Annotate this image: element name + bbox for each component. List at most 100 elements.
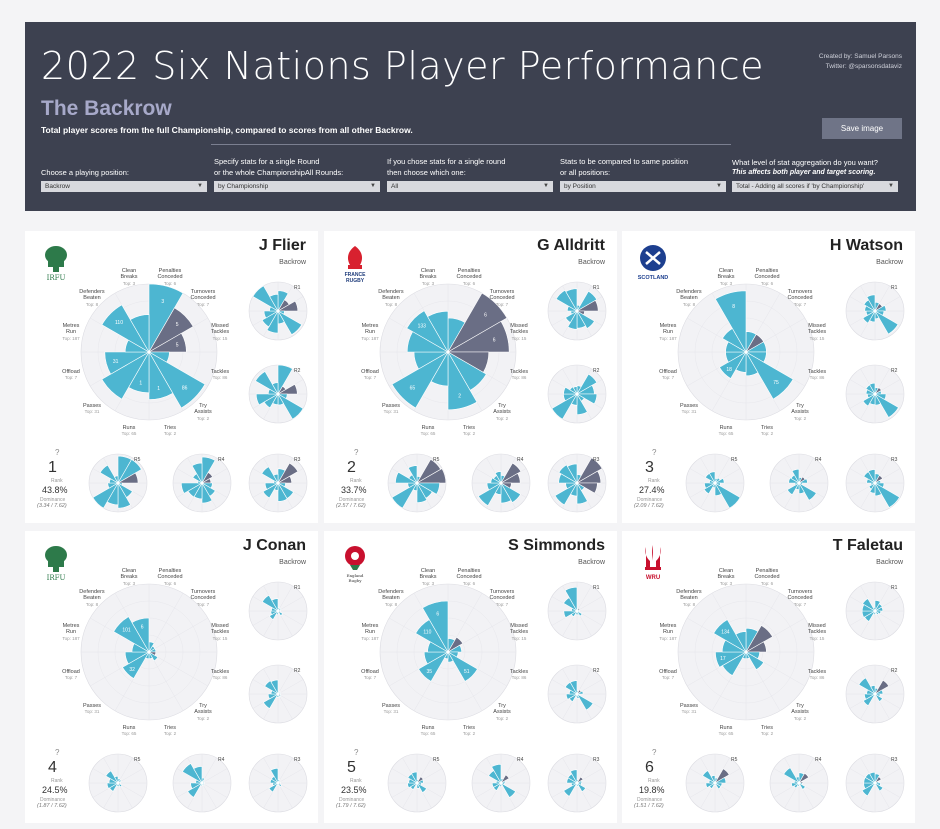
round-radial-chart-r4-wedge[interactable]: [181, 482, 204, 494]
help-icon[interactable]: ?: [652, 748, 657, 757]
round-radial-chart-r3-wedge[interactable]: [869, 771, 876, 785]
help-icon[interactable]: ?: [354, 448, 359, 457]
round-radial-chart-r2-wedge[interactable]: [575, 393, 598, 405]
round-radial-chart-r1-wedge[interactable]: [270, 610, 280, 615]
round-radial-chart-r1-wedge[interactable]: [872, 606, 876, 613]
round-radial-chart-r2-wedge[interactable]: [565, 693, 579, 700]
round-radial-chart-r2-wedge[interactable]: [569, 680, 578, 696]
main-radial-chart-wedge[interactable]: [744, 641, 767, 653]
round-radial-chart-r2-wedge[interactable]: [267, 693, 280, 700]
round-radial-chart-r5-wedge[interactable]: [416, 781, 421, 789]
round-radial-chart-r4-wedge[interactable]: [201, 471, 214, 484]
round-radial-chart-r5-wedge[interactable]: [117, 782, 123, 788]
round-radial-chart-r5-wedge[interactable]: [714, 768, 730, 784]
round-radial-chart-r5-wedge[interactable]: [713, 777, 727, 784]
main-radial-chart-wedge[interactable]: [745, 625, 773, 653]
round-radial-chart-r3-wedge[interactable]: [277, 481, 288, 502]
round-radial-chart-r1-wedge[interactable]: [565, 310, 578, 323]
round-radial-chart-r4-wedge[interactable]: [500, 462, 522, 484]
help-icon[interactable]: ?: [55, 748, 60, 757]
round-radial-chart-r2-wedge[interactable]: [874, 393, 899, 418]
round-radial-chart-r2-wedge[interactable]: [271, 382, 279, 396]
round-radial-chart-r3-wedge[interactable]: [262, 482, 279, 499]
round-radial-chart-r3-wedge[interactable]: [569, 769, 578, 785]
main-radial-chart-wedge[interactable]: [122, 651, 150, 679]
round-radial-chart-r4-wedge[interactable]: [798, 482, 817, 501]
main-radial-chart-wedge[interactable]: [147, 332, 187, 353]
round-radial-chart-r2-wedge[interactable]: [576, 693, 594, 711]
round-radial-chart-r4-wedge[interactable]: [500, 481, 512, 504]
help-icon[interactable]: ?: [55, 448, 60, 457]
main-radial-chart-wedge[interactable]: [745, 350, 759, 377]
round-radial-chart-r1-wedge[interactable]: [277, 610, 284, 617]
round-radial-chart-r2-wedge[interactable]: [569, 386, 578, 395]
round-radial-chart-r3-wedge[interactable]: [273, 473, 279, 485]
round-radial-chart-r4-wedge[interactable]: [201, 481, 213, 504]
round-radial-chart-r4-wedge[interactable]: [491, 782, 503, 788]
round-radial-chart-r2-wedge[interactable]: [576, 692, 580, 699]
round-radial-chart-r4-wedge[interactable]: [193, 766, 203, 785]
round-radial-chart-r2-wedge[interactable]: [874, 387, 882, 395]
round-radial-chart-r5-wedge[interactable]: [713, 477, 725, 484]
round-radial-chart-r3-wedge[interactable]: [575, 482, 598, 494]
round-radial-chart-r3-wedge[interactable]: [576, 457, 603, 484]
round-radial-chart-r1-wedge[interactable]: [567, 309, 578, 330]
round-radial-chart-r1-wedge[interactable]: [261, 310, 279, 328]
aggregation-select[interactable]: Total - Adding all scores if 'by Champio…: [732, 181, 898, 192]
round-radial-chart-r5-wedge[interactable]: [114, 775, 119, 785]
main-radial-chart-wedge[interactable]: [148, 307, 194, 353]
round-radial-chart-r2-wedge[interactable]: [551, 393, 578, 420]
round-radial-chart-r4-wedge[interactable]: [187, 782, 203, 798]
round-radial-chart-r5-wedge[interactable]: [407, 465, 418, 485]
round-radial-chart-r3-wedge[interactable]: [264, 482, 280, 490]
main-radial-chart-wedge[interactable]: [745, 351, 794, 400]
main-radial-chart-wedge[interactable]: [148, 351, 206, 409]
round-radial-chart-r4-wedge[interactable]: [500, 774, 510, 784]
round-radial-chart-r4-wedge[interactable]: [798, 481, 805, 494]
round-radial-chart-r5-wedge[interactable]: [107, 482, 120, 489]
round-radial-chart-r4-wedge[interactable]: [191, 462, 203, 485]
main-radial-chart-wedge[interactable]: [406, 310, 449, 353]
round-radial-chart-r3-wedge[interactable]: [270, 767, 279, 785]
round-radial-chart-r1-wedge[interactable]: [874, 603, 883, 612]
round-radial-chart-r5-wedge[interactable]: [714, 782, 722, 790]
main-radial-chart-wedge[interactable]: [447, 651, 478, 682]
round-radial-chart-r1-wedge[interactable]: [269, 610, 279, 620]
round-select[interactable]: All ▼: [387, 181, 553, 192]
round-radial-chart-r1-wedge[interactable]: [576, 310, 595, 329]
round-radial-chart-r1-wedge[interactable]: [576, 610, 583, 617]
round-radial-chart-r4-wedge[interactable]: [500, 782, 516, 798]
round-radial-chart-r4-wedge[interactable]: [201, 456, 216, 485]
save-image-button[interactable]: Save image: [822, 118, 902, 139]
round-radial-chart-r2-wedge[interactable]: [277, 364, 293, 396]
round-radial-chart-r4-wedge[interactable]: [795, 776, 800, 785]
round-radial-chart-r2-wedge[interactable]: [869, 382, 876, 396]
round-radial-chart-r5-wedge[interactable]: [416, 782, 428, 794]
round-radial-chart-r1-wedge[interactable]: [564, 586, 578, 613]
round-radial-chart-r1-wedge[interactable]: [874, 310, 899, 335]
round-radial-chart-r1-wedge[interactable]: [862, 598, 876, 612]
round-radial-chart-r5-wedge[interactable]: [714, 481, 722, 497]
round-radial-chart-r2-wedge[interactable]: [277, 392, 284, 406]
round-radial-chart-r3-wedge[interactable]: [575, 780, 583, 784]
round-radial-chart-r4-wedge[interactable]: [499, 780, 506, 784]
round-radial-chart-r5-wedge[interactable]: [117, 781, 121, 787]
round-radial-chart-r1-wedge[interactable]: [263, 310, 280, 319]
round-radial-chart-r5-wedge[interactable]: [415, 779, 424, 784]
position-select[interactable]: Backrow ▼: [41, 181, 207, 192]
round-radial-chart-r3-wedge[interactable]: [874, 776, 882, 784]
round-radial-chart-r5-wedge[interactable]: [99, 464, 119, 484]
round-radial-chart-r2-wedge[interactable]: [277, 393, 304, 420]
round-radial-chart-r2-wedge[interactable]: [575, 690, 584, 695]
round-radial-chart-r4-wedge[interactable]: [783, 767, 800, 784]
main-radial-chart-wedge[interactable]: [714, 290, 747, 354]
round-radial-chart-r4-wedge[interactable]: [477, 482, 502, 507]
round-radial-chart-r5-wedge[interactable]: [92, 482, 119, 509]
round-radial-chart-r1-wedge[interactable]: [261, 594, 279, 612]
round-radial-chart-r3-wedge[interactable]: [563, 782, 578, 797]
round-radial-chart-r4-wedge[interactable]: [797, 780, 804, 784]
round-radial-chart-r5-wedge[interactable]: [105, 770, 119, 784]
main-radial-chart-wedge[interactable]: [418, 651, 449, 682]
round-radial-chart-r5-wedge[interactable]: [114, 475, 119, 485]
round-radial-chart-r3-wedge[interactable]: [867, 469, 876, 485]
